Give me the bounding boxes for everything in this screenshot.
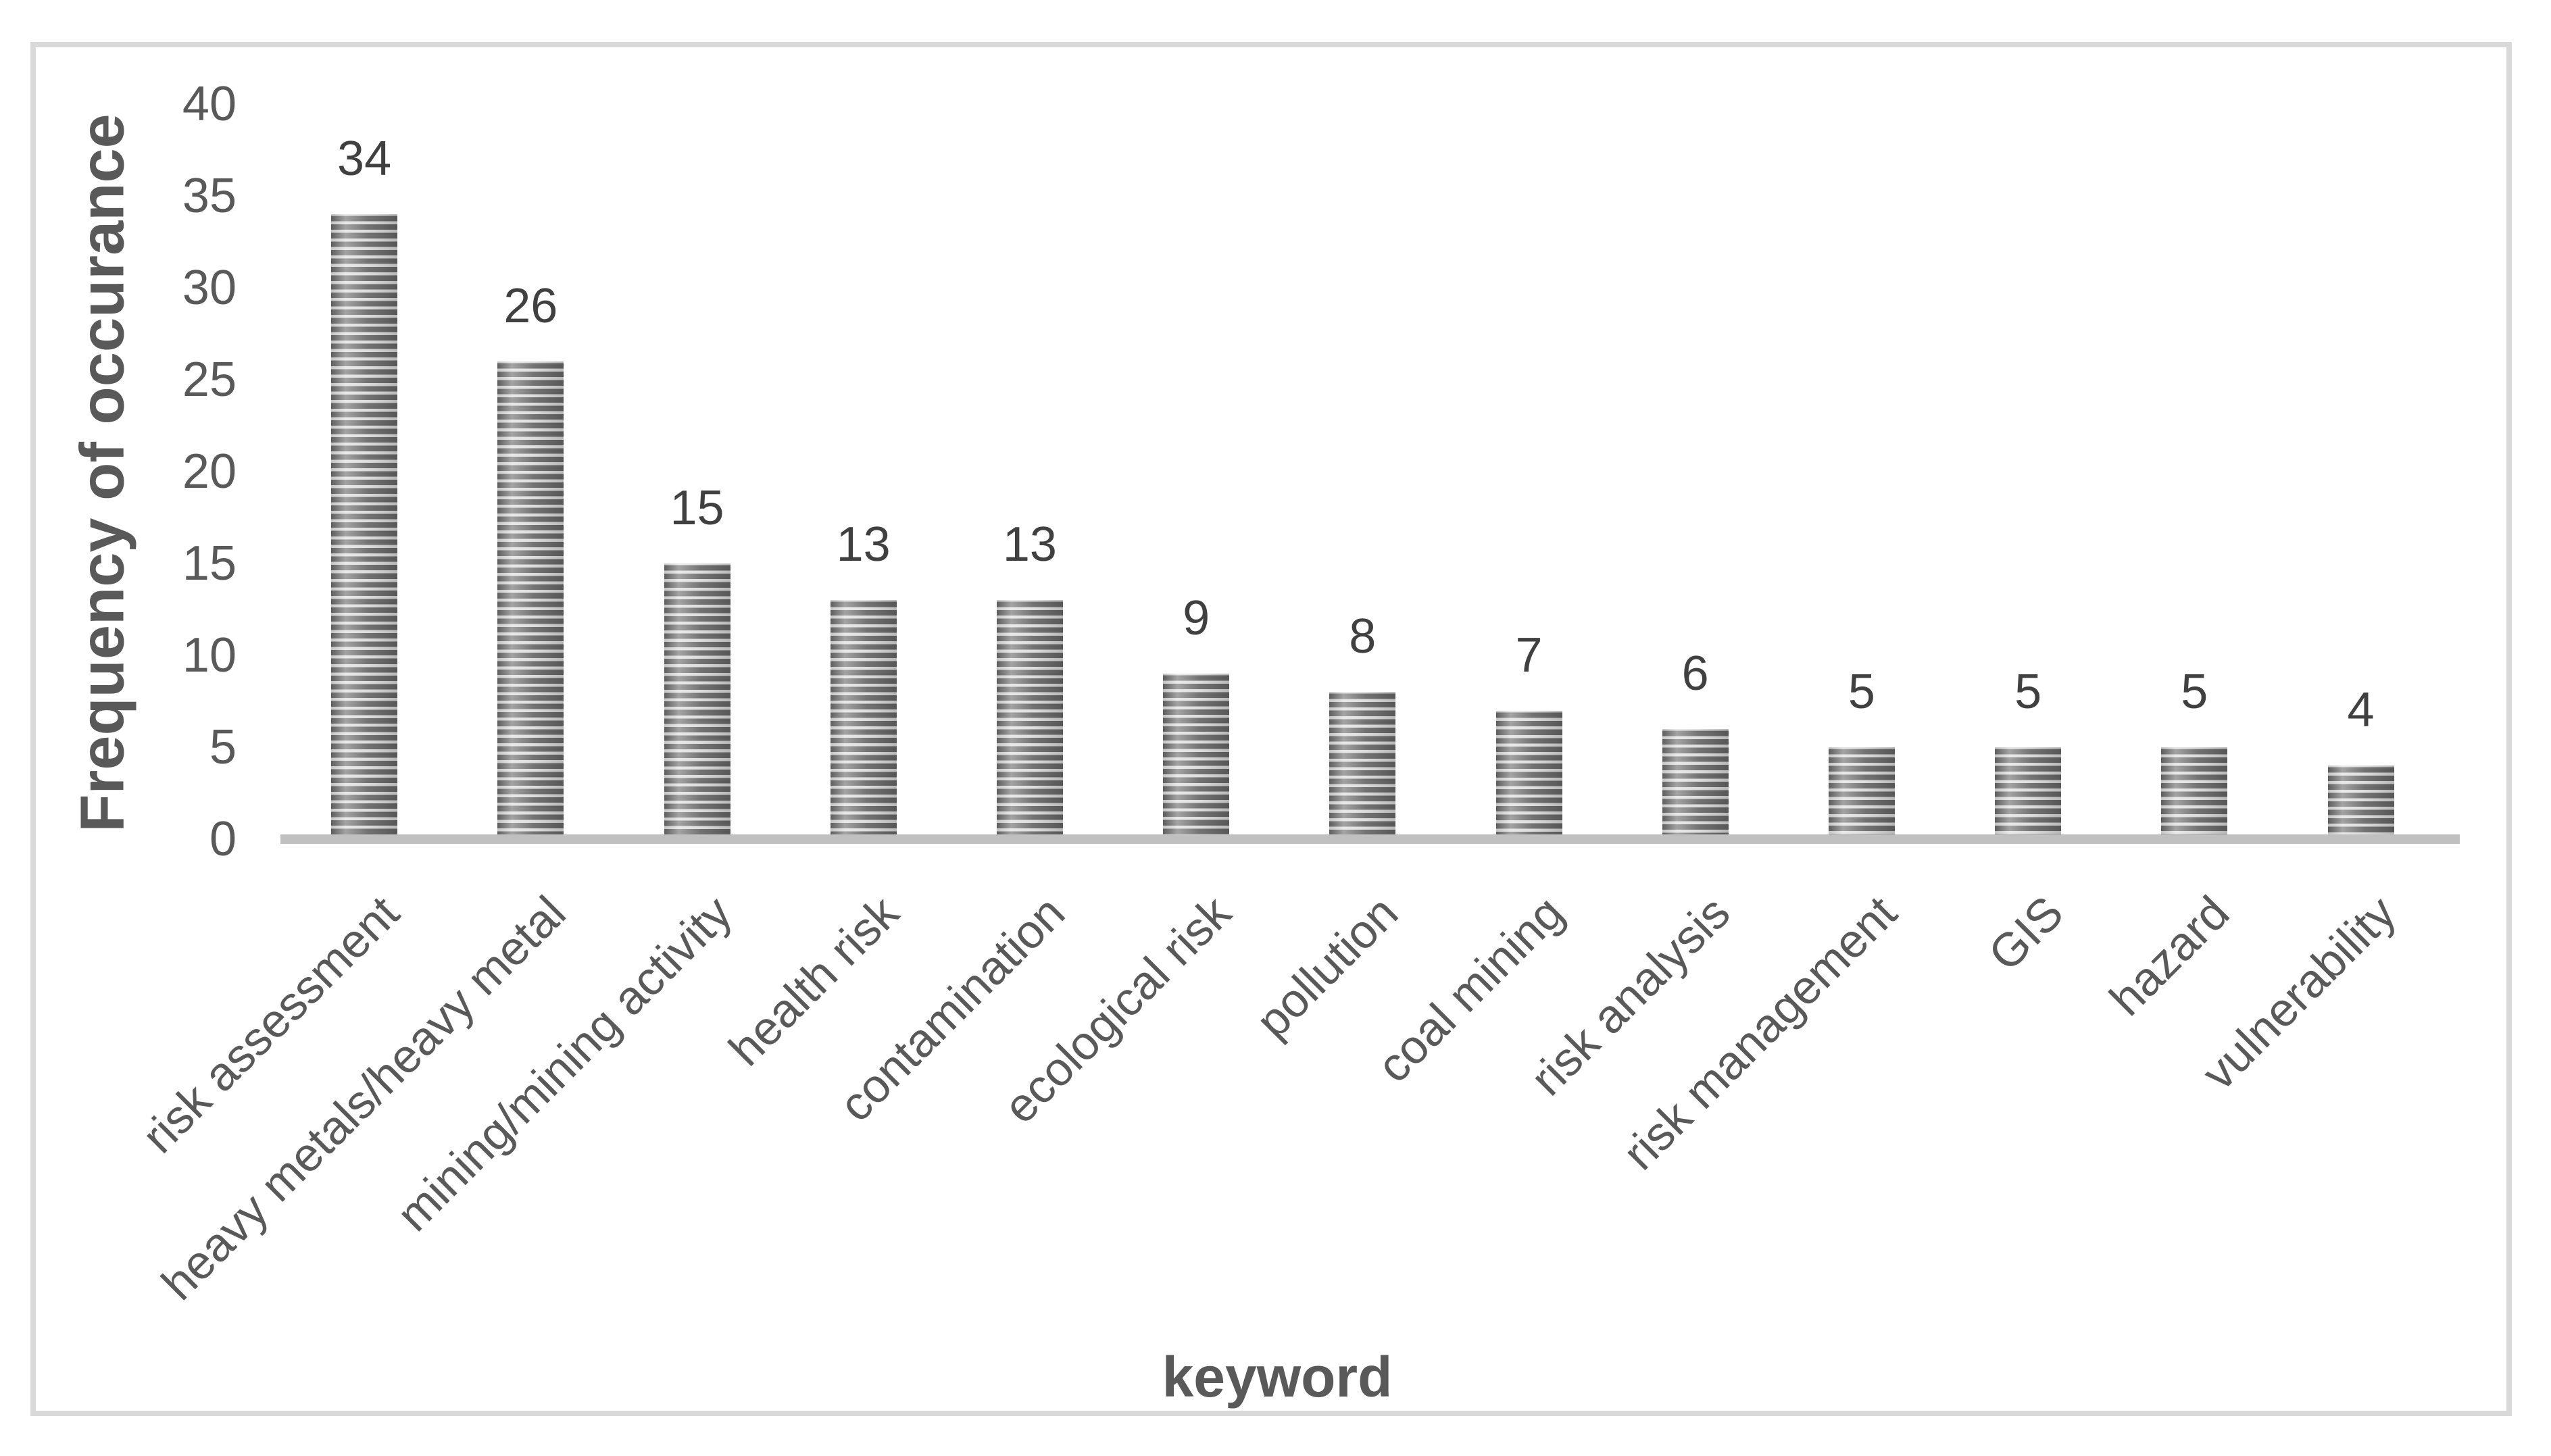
bar [2327,765,2394,836]
bar-value-label: 7 [1515,628,1543,682]
y-axis-tick-label: 15 [182,536,237,591]
y-axis-tick-label: 10 [182,628,237,682]
bar-value-label: 15 [670,481,724,535]
bar [497,361,564,836]
bar [1329,692,1396,836]
y-axis-tick-label: 5 [209,720,237,774]
bar [996,600,1063,836]
chart-frame [30,42,2512,1416]
bar-value-label: 5 [2014,665,2042,719]
bar-value-label: 8 [1349,609,1377,663]
bar-value-label: 34 [337,132,392,186]
y-axis-tick-label: 25 [182,353,237,407]
bar-value-label: 13 [1002,518,1057,572]
bar [830,600,897,836]
bar [1828,747,1895,836]
bar-value-label: 5 [2181,665,2208,719]
y-axis-tick-label: 0 [209,812,237,866]
bar-value-label: 9 [1183,591,1210,645]
y-axis-tick-label: 20 [182,445,237,499]
x-axis-line [280,834,2460,844]
bar [331,214,398,836]
bar [2161,747,2228,836]
bar-value-label: 4 [2347,683,2375,737]
y-axis-tick-label: 30 [182,261,237,315]
bar-value-label: 6 [1681,647,1709,701]
bar [1995,747,2062,836]
bar [1495,711,1562,836]
bar-value-label: 26 [503,279,558,333]
bar [664,563,730,836]
bar [1662,729,1729,836]
y-axis-tick-label: 35 [182,169,237,223]
bar-value-label: 13 [836,518,891,572]
bar-value-label: 5 [1848,665,1875,719]
y-axis-tick-label: 40 [182,77,237,131]
bar [1163,674,1230,836]
x-axis-title: keyword [1162,1345,1393,1409]
